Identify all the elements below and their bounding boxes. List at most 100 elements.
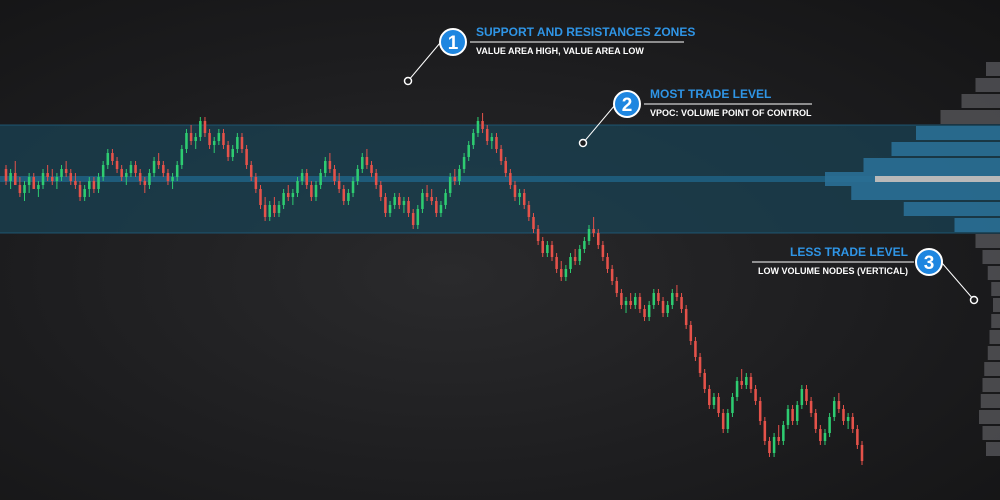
candle-body bbox=[180, 149, 184, 165]
candle-body bbox=[83, 189, 86, 197]
candle-body bbox=[559, 269, 563, 277]
candle-151 bbox=[703, 369, 706, 393]
candle-body bbox=[152, 161, 156, 173]
candle-body bbox=[106, 153, 110, 165]
candle-134 bbox=[624, 297, 628, 313]
candle-body bbox=[661, 301, 665, 313]
candle-143 bbox=[666, 301, 669, 317]
candle-body bbox=[684, 309, 688, 325]
candle-142 bbox=[661, 297, 665, 317]
callout-1-title: SUPPORT AND RESISTANCES ZONES bbox=[476, 25, 695, 39]
candle-body bbox=[4, 169, 8, 181]
candle-145 bbox=[675, 285, 679, 301]
candle-body bbox=[754, 389, 757, 401]
candle-5 bbox=[27, 173, 31, 193]
candle-body bbox=[721, 413, 725, 429]
poc-profile-marker bbox=[875, 176, 1000, 182]
candle-body bbox=[569, 257, 572, 269]
candle-101 bbox=[472, 129, 475, 149]
candle-144 bbox=[671, 289, 674, 309]
candle-body bbox=[203, 121, 207, 133]
candle-185 bbox=[860, 441, 864, 465]
callout-1-subtitle: VALUE AREA HIGH, VALUE AREA LOW bbox=[476, 46, 644, 56]
candle-body bbox=[300, 173, 304, 181]
candle-body bbox=[314, 185, 318, 197]
candle-148 bbox=[689, 321, 693, 345]
candle-130 bbox=[606, 253, 609, 273]
candle-body bbox=[763, 421, 767, 441]
candle-50 bbox=[236, 133, 239, 153]
candle-127 bbox=[592, 217, 595, 237]
candle-184 bbox=[856, 425, 859, 449]
profile-bar-1 bbox=[982, 426, 1000, 440]
candle-body bbox=[388, 205, 392, 213]
candle-168 bbox=[782, 421, 785, 445]
profile-bar-12 bbox=[982, 250, 1000, 264]
candle-body bbox=[671, 293, 674, 305]
candle-108 bbox=[504, 157, 507, 177]
candle-body bbox=[240, 137, 244, 149]
candle-38 bbox=[180, 145, 184, 169]
candle-15 bbox=[74, 173, 77, 189]
candle-body bbox=[541, 241, 545, 253]
candle-45 bbox=[212, 137, 216, 153]
candle-body bbox=[689, 325, 693, 341]
candle-93 bbox=[435, 197, 438, 217]
candle-body bbox=[504, 161, 507, 173]
candle-69 bbox=[323, 157, 327, 177]
candle-body bbox=[370, 165, 373, 173]
candle-47 bbox=[222, 129, 225, 149]
candle-48 bbox=[226, 141, 230, 161]
candle-body bbox=[69, 173, 73, 181]
candle-105 bbox=[490, 133, 494, 149]
candle-body bbox=[740, 381, 743, 385]
candle-body bbox=[708, 389, 711, 405]
candle-body bbox=[41, 173, 45, 185]
candle-138 bbox=[643, 305, 646, 321]
candle-117 bbox=[546, 241, 549, 257]
candle-body bbox=[694, 341, 697, 357]
candle-body bbox=[522, 193, 526, 205]
candle-body bbox=[291, 193, 295, 197]
candle-20 bbox=[97, 173, 100, 193]
candle-body bbox=[129, 165, 133, 173]
callout-1: 1 SUPPORT AND RESISTANCES ZONES VALUE AR… bbox=[403, 25, 695, 86]
candle-157 bbox=[731, 393, 734, 417]
callout-1-badge bbox=[439, 28, 467, 56]
candle-96 bbox=[448, 173, 452, 197]
candle-171 bbox=[795, 401, 799, 425]
candle-body bbox=[823, 433, 827, 441]
candle-body bbox=[379, 185, 383, 197]
candle-body bbox=[374, 173, 378, 185]
candle-175 bbox=[814, 409, 818, 433]
candle-body bbox=[138, 173, 142, 181]
candle-19 bbox=[92, 177, 96, 193]
candle-98 bbox=[458, 165, 461, 185]
candle-29 bbox=[138, 169, 142, 185]
candle-165 bbox=[768, 437, 771, 457]
callout-3-leader bbox=[941, 262, 975, 301]
candle-body bbox=[435, 201, 438, 213]
candle-body bbox=[851, 417, 855, 429]
candle-73 bbox=[342, 185, 346, 205]
candle-183 bbox=[851, 413, 855, 433]
candle-104 bbox=[485, 125, 489, 145]
candle-body bbox=[643, 309, 646, 317]
candle-72 bbox=[337, 173, 341, 193]
candle-26 bbox=[125, 169, 128, 185]
candle-129 bbox=[601, 241, 605, 261]
callout-1-number: 1 bbox=[448, 33, 459, 54]
candle-body bbox=[772, 437, 776, 453]
candle-body bbox=[356, 169, 359, 181]
candle-body bbox=[310, 185, 313, 197]
candle-39 bbox=[185, 129, 188, 153]
candle-82 bbox=[384, 193, 387, 217]
candle-14 bbox=[69, 169, 73, 185]
candle-body bbox=[573, 257, 577, 261]
candle-85 bbox=[398, 193, 401, 209]
candle-body bbox=[624, 301, 628, 305]
candle-88 bbox=[411, 209, 415, 229]
candle-body bbox=[268, 205, 272, 217]
candle-131 bbox=[610, 265, 614, 285]
candle-body bbox=[439, 205, 443, 213]
